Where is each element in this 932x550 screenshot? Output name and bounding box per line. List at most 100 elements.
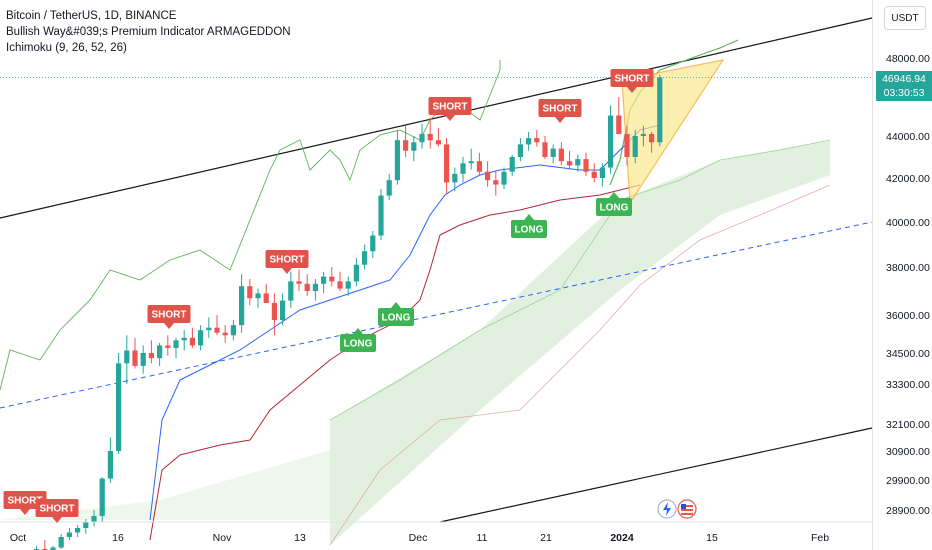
candle-body xyxy=(624,133,630,157)
candle-body xyxy=(591,171,597,178)
signal-label: SHORT xyxy=(615,74,650,85)
candle-body xyxy=(181,337,187,341)
indicator-label[interactable]: Ichimoku (9, 26, 52, 26) xyxy=(6,42,127,54)
candle-body xyxy=(419,133,425,143)
price-axis-separator xyxy=(872,0,873,550)
x-tick-label: Nov xyxy=(213,532,232,544)
candle-body xyxy=(173,340,179,348)
candle-body xyxy=(116,363,122,451)
signal-label: LONG xyxy=(515,225,544,236)
candle-body xyxy=(75,528,81,533)
candle-body xyxy=(288,281,294,301)
candle-body xyxy=(66,532,72,537)
candle-body xyxy=(222,332,228,336)
short-signal-badge xyxy=(35,499,79,517)
short-signal-badge xyxy=(265,250,309,268)
y-tick-label: 30900.00 xyxy=(886,446,930,458)
candle-body xyxy=(280,300,286,321)
candle-body xyxy=(386,180,392,196)
candle-body xyxy=(140,353,146,366)
candle-body xyxy=(542,142,548,157)
symbol-title[interactable]: Bitcoin / TetherUS, 1D, BINANCE xyxy=(6,10,177,22)
short-signal-badge xyxy=(610,69,654,87)
y-tick-label: 44000.00 xyxy=(886,131,930,143)
candle-body xyxy=(599,167,605,178)
long-signal-badge xyxy=(511,220,547,238)
candle-body xyxy=(91,516,97,522)
signal-label: SHORT xyxy=(543,104,578,115)
signal-pointer xyxy=(164,323,174,329)
x-tick-label: 15 xyxy=(706,532,718,544)
candle-body xyxy=(337,281,343,289)
candle-body xyxy=(558,148,564,162)
candle-body xyxy=(58,537,64,548)
signal-label: SHORT xyxy=(152,310,187,321)
candle-body xyxy=(124,350,130,364)
y-tick-label: 32100.00 xyxy=(886,419,930,431)
y-tick-label: 42000.00 xyxy=(886,173,930,185)
candle-body xyxy=(157,345,163,359)
short-signal-badge xyxy=(428,97,472,115)
y-tick-label: 36000.00 xyxy=(886,310,930,322)
candle-body xyxy=(214,327,220,333)
indicator-label[interactable]: Bullish Way&#039;s Premium Indicator ARM… xyxy=(6,26,291,38)
candle-body xyxy=(403,140,409,151)
candle-body xyxy=(501,171,507,185)
candle-body xyxy=(526,138,532,145)
candle-body xyxy=(206,327,212,331)
candle-body xyxy=(468,161,474,164)
channel-upper-line xyxy=(0,17,873,219)
signal-pointer xyxy=(445,115,455,121)
signal-label: SHORT xyxy=(40,504,75,515)
candle-body xyxy=(517,144,523,157)
candle-body xyxy=(50,547,56,550)
candle-body xyxy=(148,353,154,359)
x-tick-label: Feb xyxy=(811,532,829,544)
candle-body xyxy=(370,235,376,252)
candle-body xyxy=(345,281,351,289)
signal-label: SHORT xyxy=(433,102,468,113)
channel-lower-line xyxy=(439,427,873,523)
x-tick-label: 13 xyxy=(294,532,306,544)
signal-pointer xyxy=(282,268,292,274)
bar-countdown: 03:30:53 xyxy=(883,87,925,99)
signal-pointer xyxy=(52,517,62,523)
signal-label: LONG xyxy=(600,203,629,214)
last-price: 46946.94 xyxy=(882,73,926,85)
candle-body xyxy=(189,337,195,346)
candle-body xyxy=(649,133,655,143)
candle-body xyxy=(435,140,441,145)
candle-body xyxy=(132,350,138,366)
candle-body xyxy=(583,159,589,172)
long-signal-badge xyxy=(340,334,376,352)
candle-body xyxy=(362,251,368,265)
candle-body xyxy=(608,115,614,168)
candle-body xyxy=(640,133,646,136)
candle-body xyxy=(321,276,327,284)
candle-body xyxy=(247,286,253,299)
candle-body xyxy=(509,157,515,172)
tenkan-line xyxy=(149,124,661,521)
candle-body xyxy=(485,171,491,181)
candle-body xyxy=(534,138,540,143)
candle-body xyxy=(476,161,482,172)
currency-button[interactable]: USDT xyxy=(884,6,926,30)
chart-legend: Bitcoin / TetherUS, 1D, BINANCE Bullish … xyxy=(6,8,291,56)
short-signal-badge xyxy=(147,305,191,323)
candle-body xyxy=(107,451,113,479)
candle-body xyxy=(230,325,236,336)
signal-pointer xyxy=(391,302,401,308)
candle-body xyxy=(83,522,89,528)
long-signal-badge xyxy=(596,198,632,216)
candle-body xyxy=(378,195,384,236)
signal-pointer xyxy=(524,214,534,220)
signal-label: LONG xyxy=(382,313,411,324)
signal-pointer xyxy=(353,328,363,334)
x-tick-label: 2024 xyxy=(610,532,634,544)
ichimoku-cloud xyxy=(0,450,330,520)
long-signal-badge xyxy=(378,308,414,326)
y-tick-label: 29900.00 xyxy=(886,475,930,487)
signal-label: SHORT xyxy=(8,496,43,507)
candle-body xyxy=(616,115,622,134)
